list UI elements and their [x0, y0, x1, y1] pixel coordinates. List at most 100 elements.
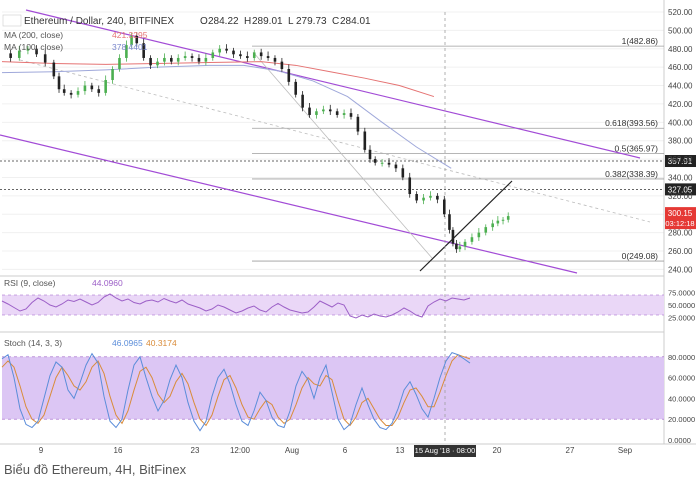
candle-body [349, 113, 353, 117]
candle-body [246, 56, 249, 58]
stoch-tick-label: 60.0000 [668, 374, 695, 383]
candle-body [301, 94, 304, 108]
stoch-k-value: 46.0965 [112, 338, 143, 348]
x-tick-label: 23 [191, 446, 200, 455]
candle-body [308, 107, 311, 115]
candle-body [448, 214, 451, 230]
price-tick-label: 400.00 [668, 118, 693, 127]
fib-level-label: 1(482.86) [622, 36, 659, 46]
candle-body [104, 80, 107, 93]
candle-body [204, 57, 208, 62]
fibonacci-levels: 1(482.86) 0.618(393.56) 0.5(365.97) 0.382(3… [0, 36, 696, 262]
symbol-icon [2, 14, 22, 27]
oscillator-bands [2, 294, 664, 420]
ohlc-value: 284.22 [208, 16, 239, 27]
x-tick-label: 6 [343, 446, 348, 455]
x-tick-label: 13 [396, 446, 405, 455]
candle-body [363, 131, 367, 150]
stoch-label: Stoch (14, 3, 3) [4, 338, 62, 348]
price-tick-label: 500.00 [668, 26, 693, 35]
candle-body [90, 85, 94, 90]
stoch-tick-label: 0.0000 [668, 436, 691, 445]
candle-body [163, 57, 166, 62]
candle-body [76, 91, 80, 95]
candle-body [506, 216, 510, 220]
candle-body [259, 52, 263, 57]
candle-body [239, 54, 242, 57]
candle-body [315, 111, 318, 115]
candle-body [252, 52, 256, 58]
horizontal-level-tag [665, 155, 696, 168]
candle-body [43, 54, 47, 63]
candle-body [458, 246, 462, 250]
channel-lower-line [0, 134, 578, 274]
ma200-label: MA (200, close) [4, 30, 63, 40]
ohlc-value: 289.01 [252, 16, 283, 27]
rsi-band [2, 295, 664, 315]
candle-body [17, 50, 21, 58]
fib-trend-line [252, 51, 433, 259]
candle-body [451, 229, 455, 244]
candle-body [368, 149, 372, 160]
channel-upper-line [25, 9, 641, 159]
candle-body [394, 164, 398, 169]
candle-body [436, 195, 439, 200]
price-tick-label: 240.00 [668, 265, 693, 274]
chart-caption: Biểu đồ Ethereum, 4H, BitFinex [4, 462, 187, 477]
x-tick-label: 16 [114, 446, 123, 455]
candle-body [197, 57, 201, 62]
candle-body [273, 57, 277, 62]
candle-body [97, 89, 101, 93]
candle-body [156, 61, 159, 66]
candle-body [496, 220, 500, 224]
price-tick-label: 360.00 [668, 155, 693, 164]
candle-body [170, 57, 173, 62]
stoch-d-value: 40.3174 [146, 338, 177, 348]
candle-body [422, 197, 425, 201]
candle-body [176, 57, 180, 62]
ohlc-value: 279.73 [296, 16, 327, 27]
stoch-band [2, 356, 664, 420]
candle-body [484, 227, 488, 233]
x-tick-label: 9 [39, 446, 44, 455]
rsi-tick-label: 25.0000 [668, 314, 695, 323]
crosshair-date-label: 15 Aug '18 · 08:00 [415, 446, 476, 455]
symbol-title: Ethereum / Dollar, 240, BITFINEX [24, 16, 174, 27]
candle-body [232, 50, 235, 55]
candle-body [322, 109, 325, 112]
candle-body [149, 57, 152, 66]
rsi-tick-label: 75.0000 [668, 289, 695, 298]
candle-body [501, 219, 505, 221]
candle-body [455, 243, 458, 250]
horizontal-level-tag [665, 183, 696, 196]
price-tick-label: 420.00 [668, 100, 693, 109]
candle-body [335, 111, 339, 115]
support-trendline [419, 180, 513, 272]
candle-body [380, 162, 384, 164]
stoch-k-line [1, 352, 471, 432]
candle-body [342, 113, 346, 115]
ma100-value: 378.4401 [112, 42, 148, 52]
grid [0, 0, 696, 445]
price-tick-label: 520.00 [668, 8, 693, 17]
candle-body [57, 76, 61, 90]
fib-level-label: 0.5(365.97) [615, 144, 659, 154]
candle-body [287, 68, 291, 82]
candle-body [111, 68, 114, 81]
price-tick-label: 460.00 [668, 63, 693, 72]
candle-body [415, 194, 418, 201]
price-tick-label: 320.00 [668, 192, 693, 201]
last-price-value: 300.15 [668, 209, 693, 218]
candle-body [470, 237, 474, 242]
candle-body [135, 35, 139, 44]
stoch-d-line [1, 354, 471, 427]
candle-body [225, 48, 228, 51]
candle-body [491, 223, 494, 228]
price-tick-label: 380.00 [668, 137, 693, 146]
ma100-label: MA (100, close) [4, 42, 63, 52]
candle-body [190, 56, 194, 58]
price-tick-label: 260.00 [668, 247, 693, 256]
fib-level-label: 0(249.08) [622, 251, 659, 261]
stoch-tick-label: 20.0000 [668, 415, 695, 424]
